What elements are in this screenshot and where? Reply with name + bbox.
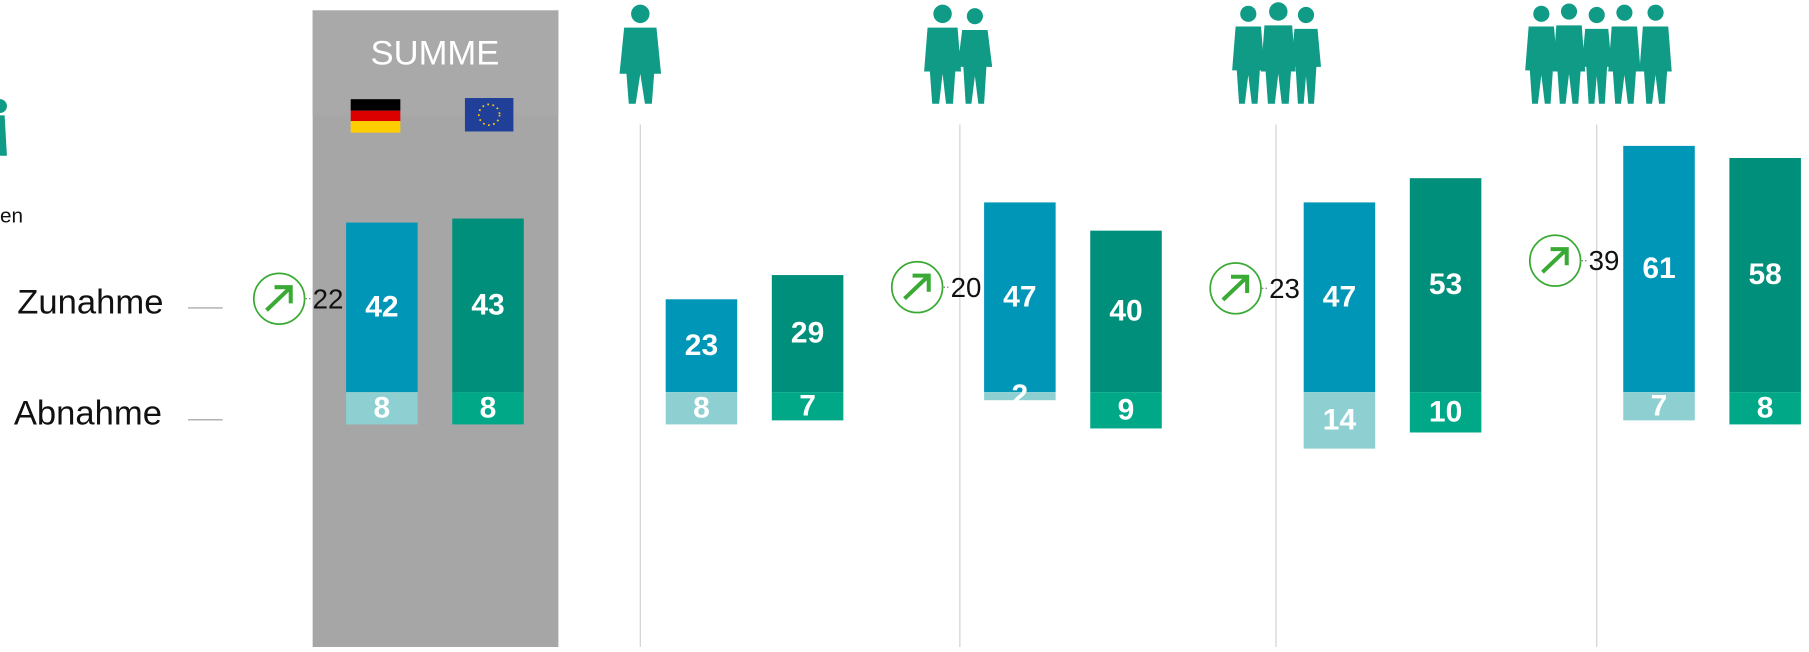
- arrow: [1541, 247, 1569, 274]
- bar: [1303, 202, 1376, 393]
- axis-label: Zunahme: [17, 284, 163, 322]
- bar: [346, 392, 418, 425]
- value-label: 58: [1748, 258, 1781, 291]
- category-label: SUMME: [371, 35, 500, 73]
- summary-header: [312, 10, 559, 116]
- icon-cropped: [0, 99, 7, 156]
- bar: [1409, 392, 1482, 433]
- flag-eu: [464, 98, 514, 132]
- flag-de: [350, 99, 401, 133]
- cropped-text: en: [0, 204, 23, 227]
- value-label: 29: [791, 317, 824, 350]
- arrow: [265, 285, 293, 312]
- bar: [1623, 392, 1695, 421]
- value-label: 9: [1118, 393, 1135, 426]
- bar: [771, 275, 844, 393]
- arrow: [903, 273, 931, 301]
- arrow-value: 22: [313, 283, 344, 314]
- value-label: 8: [374, 391, 391, 424]
- bar: [1729, 392, 1801, 425]
- arrow-value: 39: [1589, 245, 1620, 276]
- dividers: [639, 124, 1598, 647]
- bar: [452, 392, 524, 425]
- value-label: 43: [471, 288, 504, 321]
- value-label: 53: [1429, 268, 1462, 301]
- value-label: 40: [1109, 294, 1142, 327]
- value-label: 8: [693, 391, 710, 424]
- arrow-value: 20: [951, 272, 982, 303]
- bar: [1409, 178, 1482, 393]
- bar: [1090, 392, 1162, 429]
- bar: [984, 392, 1056, 401]
- icon-2: [924, 4, 993, 104]
- value-label: 8: [480, 391, 497, 424]
- person-icons: [0, 2, 1672, 156]
- value-label: 23: [685, 329, 718, 362]
- icon-3: [1232, 2, 1321, 104]
- value-label: 2: [1012, 379, 1029, 412]
- bar: [346, 222, 418, 393]
- axis-label: Abnahme: [14, 394, 162, 432]
- value-label: 47: [1323, 280, 1356, 313]
- icon-1: [619, 4, 662, 104]
- bar: [771, 392, 844, 421]
- value-label: 14: [1323, 403, 1357, 436]
- bar: [665, 392, 738, 425]
- value-label: 47: [1003, 280, 1036, 313]
- bar: [1090, 230, 1162, 393]
- value-label: 7: [799, 389, 816, 422]
- bar: [1729, 158, 1801, 393]
- arrow-value: 23: [1269, 273, 1300, 304]
- value-label: 8: [1757, 391, 1774, 424]
- arrow: [1221, 274, 1250, 302]
- bar: [1623, 145, 1695, 393]
- value-label: 10: [1429, 395, 1462, 428]
- value-label: 42: [365, 290, 398, 323]
- value-label: 61: [1642, 252, 1675, 285]
- icon-4: [1525, 3, 1672, 104]
- value-label: 7: [1651, 389, 1668, 422]
- bar: [984, 202, 1056, 393]
- bar: [1303, 392, 1376, 449]
- bar: [665, 299, 738, 393]
- bar: [452, 218, 524, 393]
